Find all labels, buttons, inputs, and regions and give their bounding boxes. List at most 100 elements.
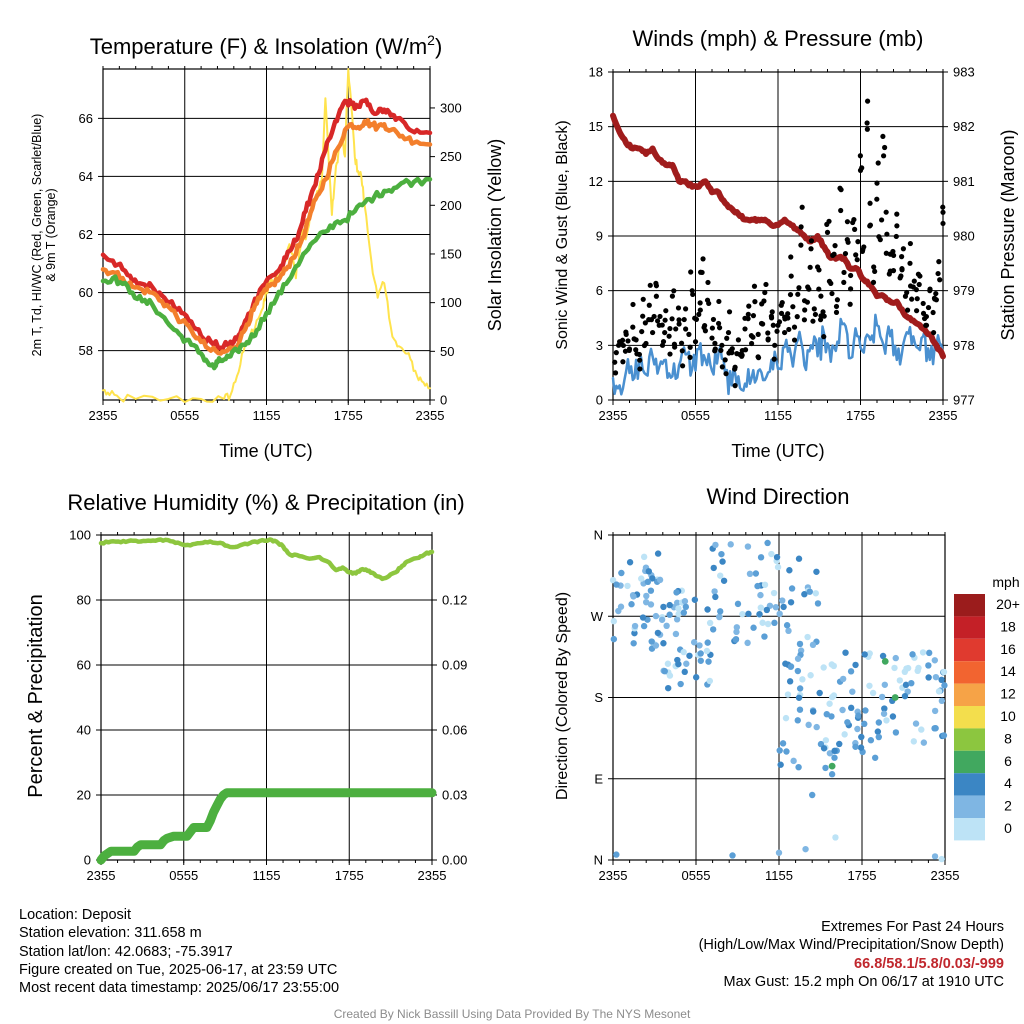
gust-point xyxy=(824,229,831,235)
direction-point xyxy=(626,559,634,566)
gust-point xyxy=(640,313,646,319)
gust-point xyxy=(820,309,826,315)
humidity-ytick-label: 80 xyxy=(77,593,91,608)
gust-point xyxy=(871,264,877,270)
gust-point xyxy=(798,224,804,230)
direction-point xyxy=(672,630,680,638)
gust-point xyxy=(874,196,880,202)
humidity-xtick-label: 2355 xyxy=(87,868,116,883)
direction-point xyxy=(931,707,939,715)
direction-point xyxy=(732,636,739,643)
gust-point xyxy=(755,355,762,361)
gust-point xyxy=(899,253,905,260)
direction-point xyxy=(790,757,797,765)
gust-point xyxy=(837,185,843,191)
insolation-y2tick-label: 150 xyxy=(440,246,462,261)
direction-ytick-label: S xyxy=(594,690,603,705)
gust-point xyxy=(785,315,791,321)
direction-point xyxy=(786,567,793,574)
gust-point xyxy=(688,269,694,275)
direction-point xyxy=(903,665,910,672)
gust-point xyxy=(760,321,766,327)
gust-point xyxy=(676,321,682,327)
gust-point xyxy=(894,223,900,229)
direction-ytick-label: N xyxy=(594,853,603,868)
gust-point xyxy=(864,126,870,132)
gust-point xyxy=(769,309,775,315)
wind-direction-ylabel: Direction (Colored By Speed) xyxy=(554,592,571,800)
direction-point xyxy=(858,733,865,741)
temperature-title: Temperature (F) & Insolation (W/m2) xyxy=(90,32,443,59)
direction-point xyxy=(733,628,740,636)
gust-point xyxy=(872,268,878,275)
direction-point xyxy=(799,676,806,683)
direction-point xyxy=(706,677,714,685)
direction-point xyxy=(610,635,618,643)
gust-point xyxy=(655,318,661,324)
temperature-xtick-label: 1755 xyxy=(334,408,363,423)
gust-point xyxy=(762,289,768,296)
gust-point xyxy=(739,352,745,358)
direction-point xyxy=(640,622,648,630)
gust-point xyxy=(732,366,738,372)
direction-point xyxy=(881,657,889,665)
insolation-y2tick-label: 250 xyxy=(440,149,462,164)
gust-point xyxy=(671,288,677,294)
precipitation-y2tick-label: 0.00 xyxy=(442,853,467,868)
direction-point xyxy=(773,553,781,561)
legend-swatch xyxy=(954,818,985,841)
gust-point xyxy=(914,296,920,302)
wind-speed-line xyxy=(611,313,945,396)
winds-xtick-label: 1155 xyxy=(764,408,792,423)
gust-point xyxy=(774,328,780,334)
direction-point xyxy=(664,684,672,692)
direction-point xyxy=(862,707,869,714)
gust-point xyxy=(841,269,847,276)
legend-swatch xyxy=(954,728,985,751)
direction-point xyxy=(832,834,839,841)
direction-point xyxy=(794,717,801,724)
direction-point xyxy=(727,541,734,548)
gust-point xyxy=(765,336,771,342)
gust-point xyxy=(890,248,896,255)
direction-point xyxy=(719,558,726,565)
direction-point xyxy=(666,601,673,609)
direction-xtick-label: 2355 xyxy=(931,868,960,883)
direction-point xyxy=(703,647,711,655)
gust-point xyxy=(709,325,715,331)
direction-point xyxy=(854,725,861,733)
direction-point xyxy=(717,608,724,615)
direction-point xyxy=(643,592,650,600)
direction-point xyxy=(822,764,829,772)
direction-point xyxy=(931,853,939,860)
direction-point xyxy=(757,554,765,561)
station-info: Location: Deposit Station elevation: 311… xyxy=(19,906,339,997)
direction-point xyxy=(880,710,888,717)
direction-point xyxy=(831,754,838,761)
gust-point xyxy=(788,254,794,260)
direction-point xyxy=(787,663,795,670)
direction-point xyxy=(883,717,890,724)
direction-point xyxy=(804,633,811,641)
gust-point xyxy=(923,313,929,320)
pressure-y2tick-label: 981 xyxy=(953,174,975,189)
gust-point xyxy=(776,319,783,325)
gust-point xyxy=(874,180,880,186)
gust-point xyxy=(746,303,752,309)
direction-point xyxy=(809,791,816,799)
gust-point xyxy=(768,315,775,321)
direction-point xyxy=(690,639,698,646)
direction-point xyxy=(660,640,667,647)
gust-point xyxy=(642,320,648,326)
gust-point xyxy=(687,354,693,360)
insolation-y2tick-label: 100 xyxy=(440,295,462,310)
insolation-y2tick-label: 0 xyxy=(440,393,447,408)
gust-point xyxy=(830,252,836,258)
direction-point xyxy=(645,568,653,575)
gust-point xyxy=(692,339,699,345)
gust-point xyxy=(798,242,804,248)
direction-point xyxy=(720,577,728,584)
direction-point xyxy=(794,655,802,662)
gust-point xyxy=(786,326,792,333)
direction-xtick-label: 0555 xyxy=(682,868,711,883)
